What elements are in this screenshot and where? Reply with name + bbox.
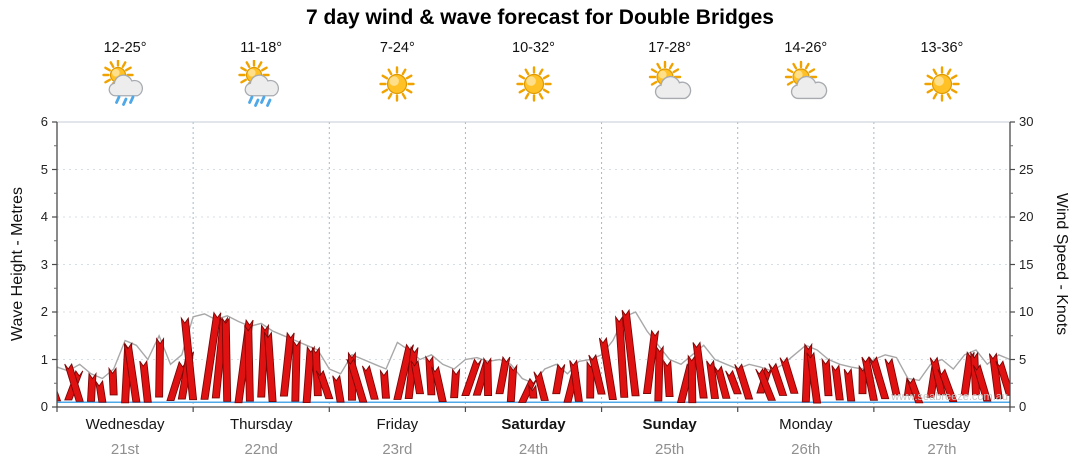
left-axis-title: Wave Height - Metres [9, 186, 26, 342]
watermark: www.seabreeze.com.au [891, 391, 1008, 403]
right-axis-title: Wind Speed - Knots [1053, 192, 1070, 336]
chart-title: 7 day wind & wave forecast for Double Br… [306, 6, 774, 29]
